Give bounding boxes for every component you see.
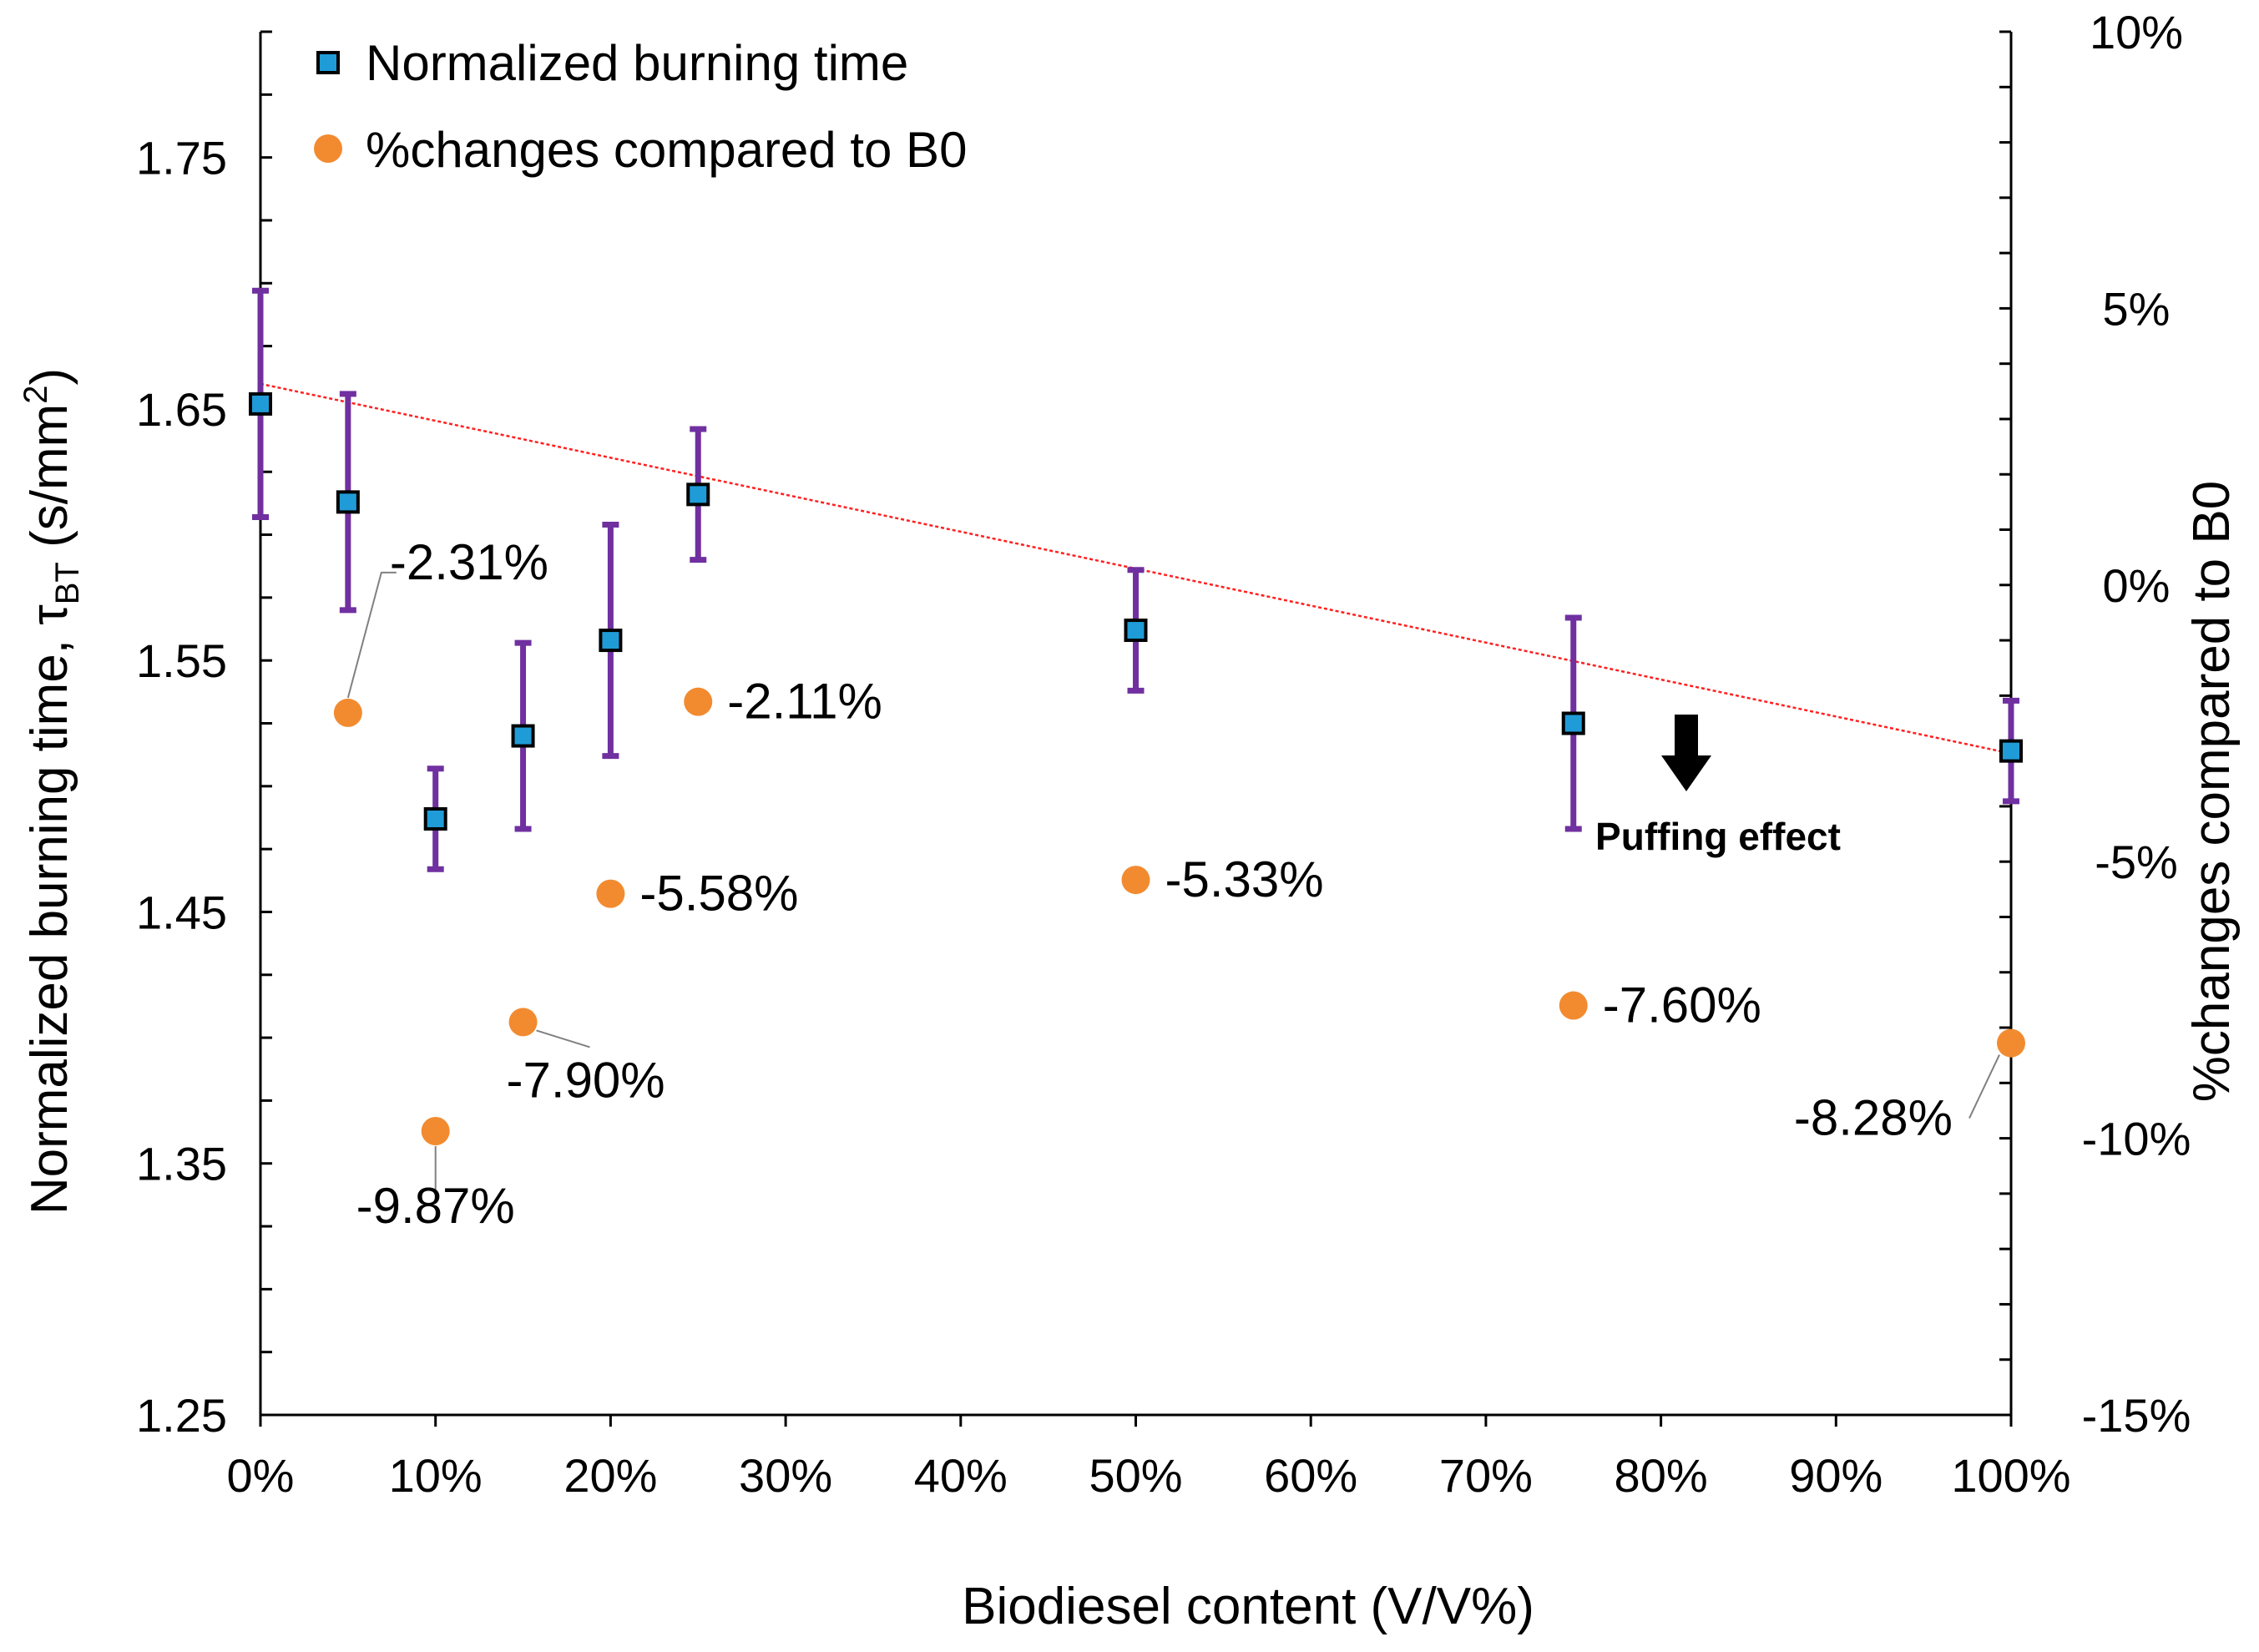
x-tick-label: 50% (1089, 1449, 1182, 1502)
x-tick-label: 70% (1439, 1449, 1533, 1502)
data-point-pct-change (596, 879, 625, 908)
x-tick-label: 80% (1615, 1449, 1708, 1502)
x-tick-label: 40% (914, 1449, 1008, 1502)
pct-change-label: -9.87% (356, 1178, 515, 1234)
data-point-pct-change (1121, 866, 1150, 895)
legend: Normalized burning time %changes compare… (314, 35, 967, 178)
x-tick-label: 10% (389, 1449, 483, 1502)
data-point-burning-time (686, 482, 710, 507)
y-axis-title-unit: (s/mm (21, 404, 78, 562)
y-axis-title: Normalized burning time, τBT (s/mm2) (18, 368, 86, 1215)
marks-group: -2.31% -9.87% -7.90% -5.58% -2.11% -5.33% -7.6… (249, 287, 2025, 1234)
legend-circle-marker (314, 134, 342, 163)
pct-change-label: -2.31% (390, 534, 548, 590)
y2-tick-label: -10% (2082, 1113, 2191, 1165)
y2-tick-label: 0% (2103, 559, 2171, 612)
pct-change-label: -5.33% (1165, 851, 1324, 907)
y2-tick-label: 5% (2103, 282, 2171, 335)
data-point-pct-change (333, 698, 362, 727)
label-leader-line (1968, 1054, 2000, 1119)
y2-axis-title: %changes compared to B0 (2183, 481, 2241, 1102)
data-point-burning-time (249, 392, 272, 416)
y2-tick-label: -5% (2095, 836, 2178, 888)
x-tick-label: 30% (739, 1449, 832, 1502)
puffing-annotation: Puffing effect (1595, 715, 1841, 858)
pct-change-label: -7.60% (1603, 978, 1761, 1033)
y-tick-label: 1.25 (136, 1389, 227, 1442)
y-tick-label: 1.55 (136, 634, 227, 687)
data-point-pct-change (1559, 991, 1588, 1020)
x-axis-title: Biodiesel content (V/V%) (962, 1578, 1534, 1635)
x-tick-label: 90% (1789, 1449, 1882, 1502)
data-point-pct-change (508, 1008, 538, 1037)
y-tick-label: 1.35 (136, 1138, 227, 1190)
axes: 1.25 1.35 1.45 1.55 1.65 1.75 -15% -10% -5% 0% 5% 1… (136, 6, 2191, 1502)
y2-tick-label: -15% (2082, 1389, 2191, 1442)
x-tick-label: 60% (1264, 1449, 1357, 1502)
y-axis-title-close: ) (21, 368, 78, 386)
y-axis-title-main: Normalized burning time, τ (21, 604, 78, 1215)
pct-change-label: -5.58% (639, 866, 798, 922)
data-point-pct-change (1997, 1028, 2025, 1058)
y-axis-title-sup: 2 (18, 385, 54, 403)
pct-change-label: -7.90% (507, 1052, 665, 1108)
x-tick-label: 20% (563, 1449, 657, 1502)
data-point-burning-time (1561, 711, 1585, 735)
y-axis-title-sub: BT (49, 562, 86, 604)
data-point-burning-time (1999, 739, 2023, 763)
data-point-pct-change (684, 687, 713, 716)
data-point-pct-change (421, 1116, 450, 1145)
legend-label-pct-change: %changes compared to B0 (366, 122, 967, 178)
pct-change-label: -8.28% (1794, 1090, 1953, 1146)
data-point-burning-time (511, 724, 535, 748)
y2-tick-label: 10% (2090, 6, 2183, 58)
down-arrow-icon (1661, 715, 1711, 791)
puffing-effect-label: Puffing effect (1595, 815, 1841, 858)
data-point-burning-time (423, 806, 447, 831)
data-point-burning-time (336, 490, 360, 514)
legend-square-marker (316, 51, 340, 74)
x-tick-label: 0% (227, 1449, 295, 1502)
y-tick-label: 1.45 (136, 886, 227, 938)
legend-label-burning-time: Normalized burning time (366, 35, 908, 91)
y-tick-label: 1.75 (136, 132, 227, 184)
pct-change-label: -2.11% (727, 674, 882, 730)
y-tick-label: 1.65 (136, 383, 227, 436)
label-leader-line (536, 1029, 590, 1048)
data-point-burning-time (599, 629, 623, 653)
x-tick-label: 100% (1951, 1449, 2070, 1502)
data-point-burning-time (1124, 619, 1148, 643)
label-leader-line (346, 571, 397, 699)
